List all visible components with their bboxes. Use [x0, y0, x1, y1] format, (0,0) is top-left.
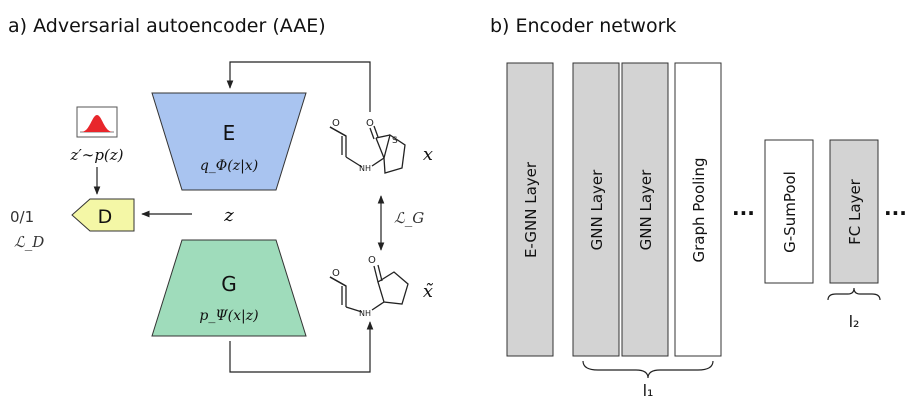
reconstruction-x-label: x̃ [423, 281, 434, 302]
layer-label: E-GNN Layer [522, 161, 540, 258]
input-molecule-detail [369, 125, 391, 140]
input-sulfur-label: S [392, 136, 398, 146]
discriminator-loss: ℒ_D [14, 233, 44, 251]
encoder-formula: q_Φ(z|x) [200, 158, 258, 174]
prior-label: z′∼p(z) [69, 146, 123, 164]
output-acetyl-oxygen-label: O [332, 268, 340, 279]
layer-label: GNN Layer [637, 169, 655, 250]
decoder-formula: p_Ψ(x|z) [199, 308, 258, 324]
encoder-block: E q_Φ(z|x) [151, 92, 307, 191]
reconstruction-loss-label: ℒ_G [394, 209, 424, 227]
layer-graph-pooling: Graph Pooling [674, 62, 722, 357]
layer-bar [764, 139, 814, 284]
input-oxygen-label: O [366, 118, 374, 129]
encoder-label: E [223, 121, 236, 145]
input-molecule [329, 126, 406, 174]
layer-bar [572, 62, 620, 357]
layer-g-sumpool: G-SumPool [764, 139, 814, 284]
discriminator-label: D [98, 206, 113, 228]
decoder-label: G [221, 272, 237, 296]
panel-b-title: b) Encoder network [490, 15, 676, 37]
decoder-block: G p_Ψ(x|z) [151, 239, 307, 337]
layer-bar [621, 62, 669, 357]
input-x-label: x [423, 144, 433, 165]
input-acetyl-oxygen-label: O [332, 118, 340, 129]
prior-gaussian-curve [81, 115, 113, 132]
input-to-encoder-arrow [226, 61, 371, 112]
output-molecule [329, 264, 409, 313]
layer-fc: FC Layer [829, 139, 879, 284]
latent-z-label: z [223, 205, 234, 226]
brace-l1-label: l₁ [643, 381, 654, 398]
layer-gnn-2: GNN Layer [621, 62, 669, 357]
decoder-to-output-arrow [229, 321, 374, 373]
layer-label: GNN Layer [588, 169, 606, 250]
layer-label: Graph Pooling [690, 157, 708, 262]
layer-gnn-1: GNN Layer [572, 62, 620, 357]
discriminator-shape [71, 198, 135, 232]
layer-label: G-SumPool [781, 171, 799, 253]
output-amine-label: NH [359, 309, 371, 318]
brace-l1 [582, 360, 714, 379]
prior-distribution-icon [76, 106, 118, 138]
panel-a-title: a) Adversarial autoencoder (AAE) [8, 15, 326, 37]
layer-bar [829, 139, 879, 284]
discriminator-block: D [71, 198, 135, 232]
layer-bar [674, 62, 722, 357]
decoder-shape [151, 239, 307, 337]
layer-label: FC Layer [846, 178, 864, 245]
input-amine-label: NH [359, 164, 371, 173]
ellipsis-1: ... [732, 196, 755, 220]
encoder-shape [151, 92, 307, 191]
discriminator-output: 0/1 [10, 208, 34, 226]
ellipsis-2: ... [884, 196, 907, 220]
brace-l2 [827, 287, 881, 301]
output-oxygen-label: O [368, 255, 376, 266]
layer-e-gnn: E-GNN Layer [506, 62, 554, 357]
brace-l2-label: l₂ [849, 312, 860, 331]
layer-bar [506, 62, 554, 357]
